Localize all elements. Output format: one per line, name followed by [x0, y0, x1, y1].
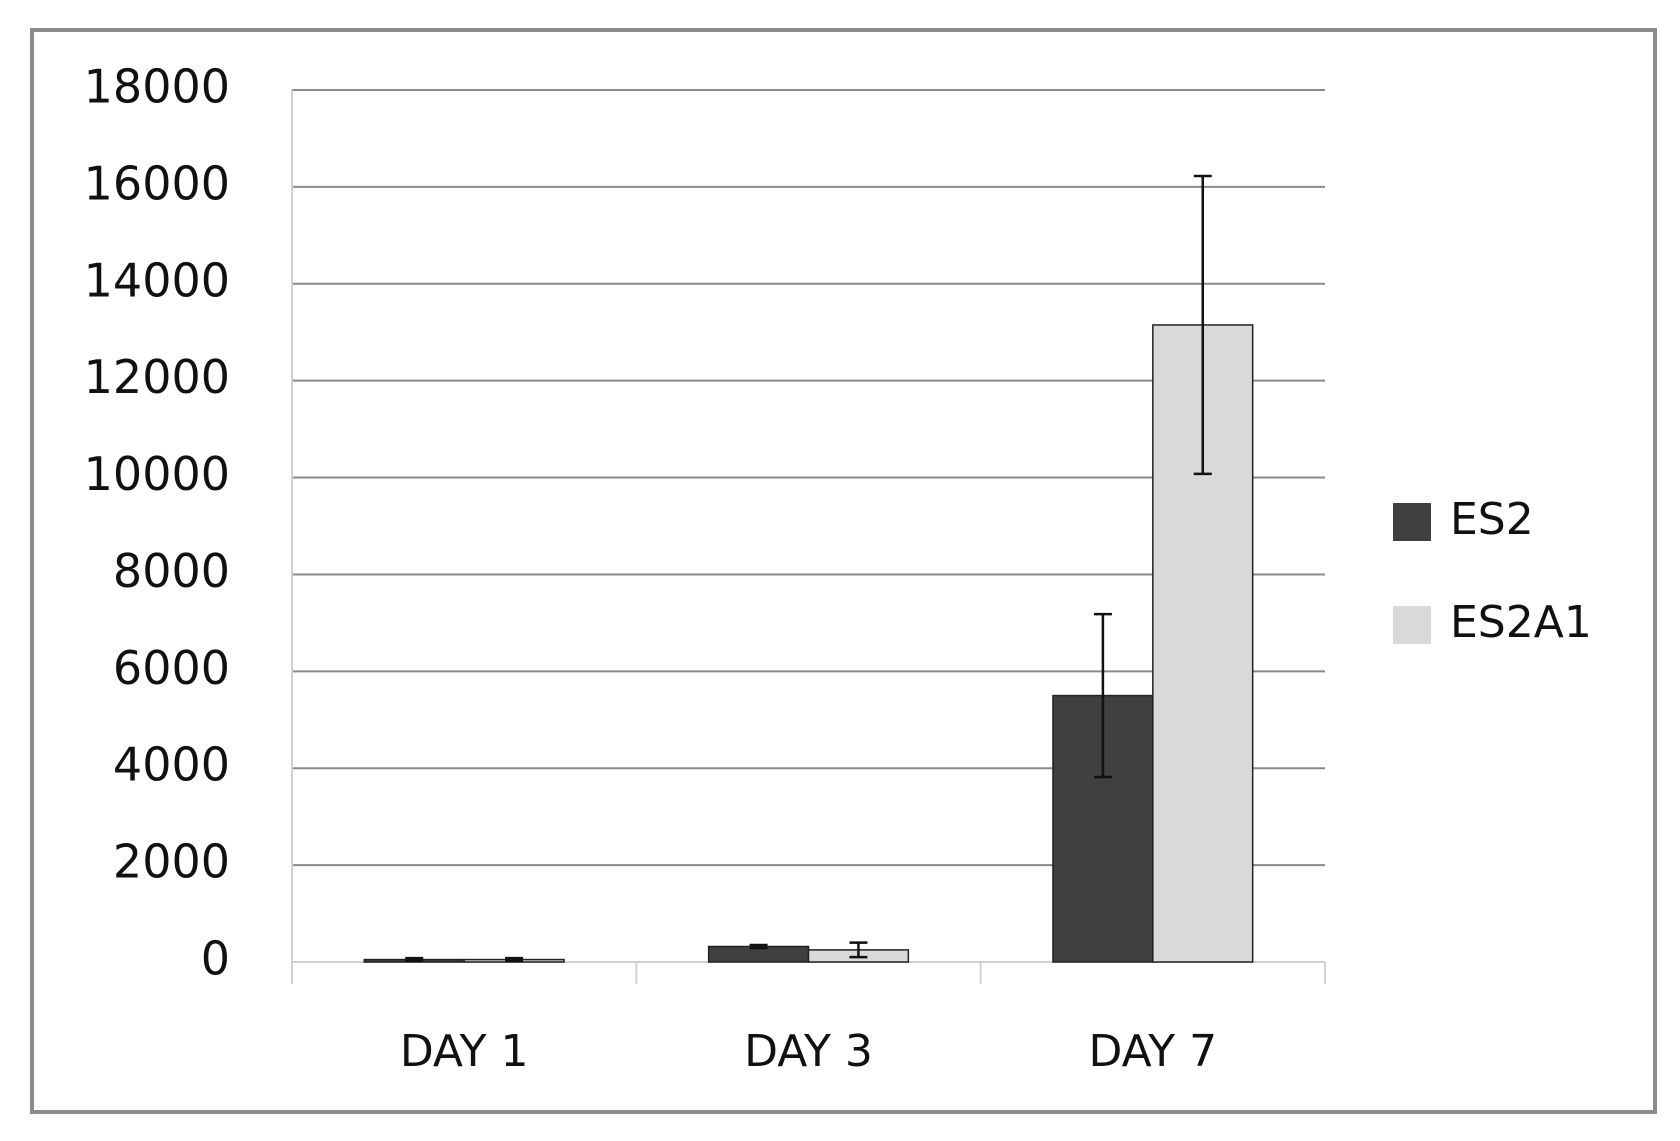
chart-frame: [30, 28, 1657, 1114]
error-bar: [749, 943, 768, 950]
legend-label: ES2A1: [1450, 597, 1592, 648]
y-tick-label: 14000: [84, 253, 230, 307]
y-tick-label: 2000: [113, 835, 230, 889]
legend-label: ES2: [1450, 494, 1534, 545]
y-tick-label: 18000: [84, 60, 230, 114]
error-bar: [405, 956, 424, 963]
y-tick-label: 6000: [113, 641, 230, 695]
error-bar: [1093, 612, 1112, 779]
error-bar: [505, 956, 524, 963]
x-tick-label: DAY 3: [744, 1026, 873, 1077]
x-tick-label: DAY 1: [400, 1026, 529, 1077]
legend-swatch: [1393, 503, 1431, 541]
error-bar: [849, 941, 868, 959]
y-tick-label: 10000: [84, 447, 230, 501]
error-bar: [1193, 174, 1212, 476]
y-tick-label: 16000: [84, 156, 230, 210]
y-tick-label: 4000: [113, 738, 230, 792]
x-tick-label: DAY 7: [1089, 1026, 1218, 1077]
y-tick-label: 8000: [113, 544, 230, 598]
legend-swatch: [1393, 606, 1431, 644]
y-tick-label: 0: [201, 932, 230, 986]
y-tick-label: 12000: [84, 350, 230, 404]
